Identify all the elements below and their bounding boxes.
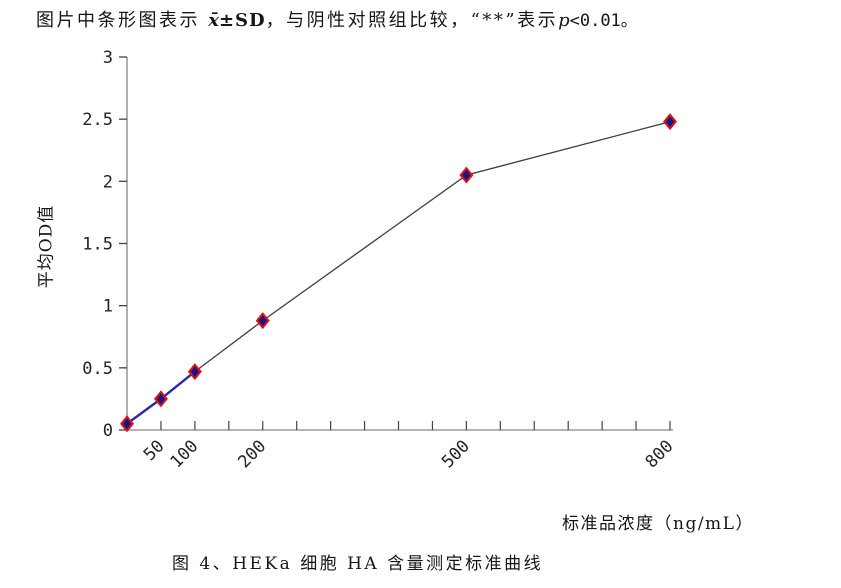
x-axis-title: 标准品浓度（ng/mL） [562,514,754,534]
figure-note: 图片中条形图表示 x̄±SD，与阴性对照组比较，“**”表示p<0.01。 [36,6,638,32]
y-tick-label: 0 [103,421,113,441]
y-tick-label: 2.5 [82,110,113,130]
y-axis-title: 平均OD值 [36,204,57,289]
data-point-marker [258,315,267,327]
y-tick-label: 2 [103,172,113,192]
note-sd: ±SD [218,10,266,31]
x-tick-label: 500 [438,436,474,472]
data-point-marker [462,169,471,181]
figure-caption: 图 4、HEKa 细胞 HA 含量测定标准曲线 [172,554,544,574]
y-tick-label: 1.5 [82,235,113,255]
note-pvalue: <0.01。 [569,11,638,31]
data-point-marker [190,366,199,378]
note-text-1: 图片中条形图表示 [36,10,200,31]
x-tick-label: 800 [642,436,678,472]
y-tick-label: 1 [103,297,113,317]
x-tick-label: 100 [167,436,203,472]
note-text-2: ，与阴性对照组比较，“**”表示 [265,10,559,31]
x-tick-label: 50 [140,436,169,465]
data-point-marker [123,418,131,430]
series-line-upper [194,121,671,373]
y-tick-label: 3 [103,48,113,68]
y-tick-label: 0.5 [82,359,113,379]
xbar-symbol: x̄ [208,10,219,31]
x-tick-label: 200 [234,436,270,472]
data-point-marker [156,393,165,405]
p-symbol: p [558,10,570,31]
data-point-marker [666,116,674,128]
